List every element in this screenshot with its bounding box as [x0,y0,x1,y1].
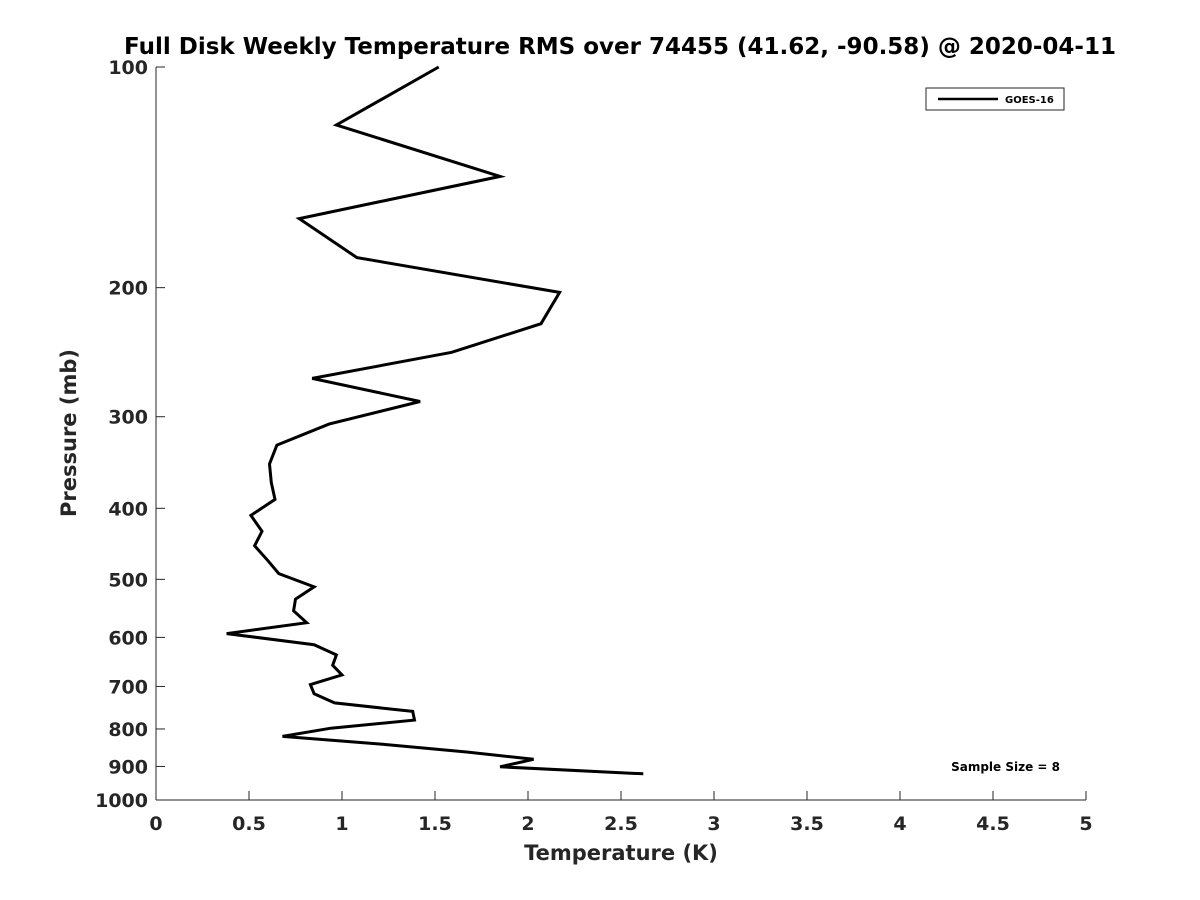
y-tick-label: 500 [108,569,148,591]
x-tick-label: 3 [707,813,720,835]
x-tick-label: 1 [335,813,348,835]
x-tick-label: 4.5 [976,813,1010,835]
x-tick-label: 0.5 [232,813,266,835]
y-tick-label: 700 [108,676,148,698]
sample-size-annotation: Sample Size = 8 [951,760,1060,774]
x-tick-label: 1.5 [418,813,452,835]
x-axis-label: Temperature (K) [524,841,718,865]
legend-label-goes-16: GOES-16 [1005,95,1054,106]
series-line-goes-16 [226,65,644,776]
x-tick-label: 0 [149,813,162,835]
series-layer [226,65,644,776]
y-tick-label: 900 [108,756,148,778]
y-axis-ticks: 100 200 300 400 500 600 700 800 900 1000 [95,57,165,812]
y-tick-label: 800 [108,719,148,741]
x-tick-label: 3.5 [790,813,824,835]
y-tick-label: 300 [108,407,148,429]
x-axis-ticks: 0 0.5 1 1.5 2 2.5 3 3.5 4 4.5 5 [149,791,1093,835]
x-tick-label: 2 [521,813,534,835]
legend: GOES-16 [925,87,1065,111]
chart-title: Full Disk Weekly Temperature RMS over 74… [124,34,1116,60]
x-tick-label: 2.5 [604,813,638,835]
x-tick-label: 4 [893,813,906,835]
x-tick-label: 5 [1079,813,1092,835]
y-tick-label: 400 [108,498,148,520]
y-tick-label: 1000 [95,790,148,812]
y-axis-label: Pressure (mb) [57,349,81,517]
y-tick-label: 600 [108,627,148,649]
y-tick-label: 200 [108,278,148,300]
y-tick-label: 100 [108,57,148,79]
